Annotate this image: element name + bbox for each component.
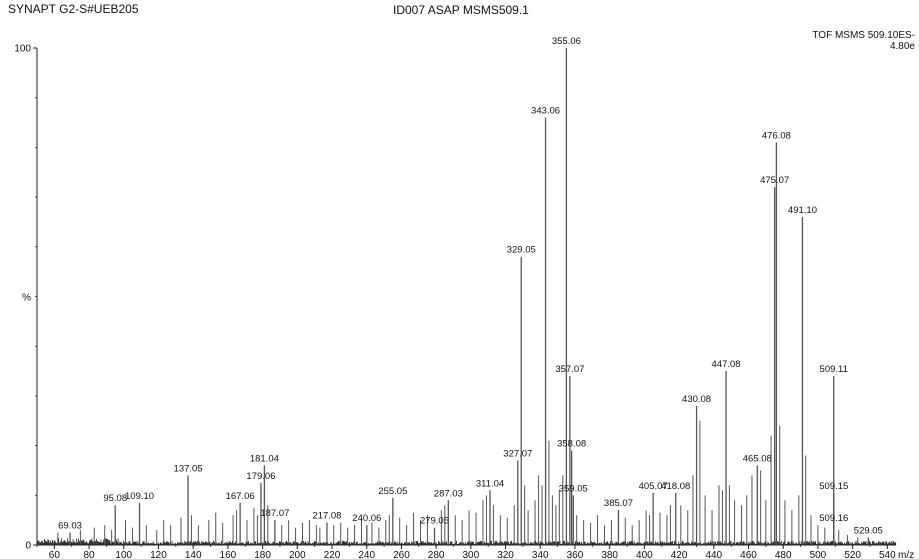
peak-label: 529.05 — [854, 526, 883, 537]
scan-info: TOF MSMS 509.10ES- 4.80e — [812, 30, 915, 52]
x-tick-label: 240 — [358, 550, 375, 559]
x-tick-label: 80 — [83, 550, 95, 559]
peak-label: 109.10 — [125, 491, 154, 502]
peak-label: 167.06 — [226, 491, 255, 502]
peak-label: 95.08 — [103, 493, 127, 504]
noise-trace — [37, 538, 897, 545]
peak-label: 355.06 — [552, 36, 581, 47]
x-tick-label: 220 — [324, 550, 341, 559]
peak-label: 509.11 — [820, 364, 848, 375]
peak-label: 181.04 — [250, 453, 279, 464]
peak-label: 327.07 — [503, 449, 532, 460]
peak-label: 385.07 — [604, 498, 633, 509]
peak-label: 491.10 — [788, 205, 817, 216]
y-tick-label: 100 — [14, 44, 31, 55]
scan-function: TOF MSMS 509.10ES- — [812, 30, 915, 41]
x-tick-label: 400 — [636, 550, 653, 559]
x-tick-label: 200 — [289, 550, 306, 559]
x-tick-label: 100 — [115, 550, 132, 559]
x-tick-label: 460 — [740, 550, 757, 559]
peak-label: 509.16 — [819, 513, 848, 524]
x-tick-label: 140 — [185, 550, 202, 559]
peak-label: 359.05 — [559, 483, 588, 494]
x-tick-label: 480 — [775, 550, 792, 559]
peak-label: 187.07 — [260, 508, 289, 519]
base-peak-intensity: 4.80e — [889, 41, 915, 52]
x-tick-label: 420 — [671, 550, 688, 559]
x-tick-label: 180 — [254, 550, 271, 559]
x-tick-label: 360 — [567, 550, 584, 559]
peak-label: 418.08 — [661, 481, 690, 492]
x-tick-label: 540 — [879, 550, 896, 559]
peak-label: 287.03 — [434, 488, 463, 499]
sample-title: ID007 ASAP MSMS509.1 — [393, 3, 529, 17]
peak-label: 447.08 — [712, 359, 741, 370]
peak-label: 509.15 — [819, 481, 848, 492]
x-tick-label: 520 — [844, 550, 861, 559]
x-tick-label: 260 — [393, 550, 410, 559]
baseline-noise — [37, 538, 897, 545]
peak-label: 255.05 — [378, 486, 407, 497]
x-tick-label: 500 — [810, 550, 827, 559]
x-tick-label: 120 — [150, 550, 167, 559]
y-axis-label: % — [22, 293, 31, 304]
x-tick-label: 440 — [705, 550, 722, 559]
x-tick-label: 160 — [220, 550, 237, 559]
x-tick-label: 320 — [497, 550, 514, 559]
peak-label: 405.07 — [639, 481, 668, 492]
peak-label: 217.08 — [312, 511, 341, 522]
peak-label: 357.07 — [555, 364, 584, 375]
peak-label: 279.05 — [420, 516, 449, 527]
peak-label: 240.06 — [352, 513, 381, 524]
peak-label: 329.05 — [507, 245, 536, 256]
y-tick-label: 0 — [25, 541, 31, 552]
peak-label: 430.08 — [682, 394, 711, 405]
x-tick-label: 60 — [49, 550, 61, 559]
peak-label: 343.06 — [531, 106, 560, 117]
x-tick-label: 300 — [462, 550, 479, 559]
peak-label: 179.06 — [246, 471, 275, 482]
x-tick-label: 380 — [601, 550, 618, 559]
instrument-label: SYNAPT G2-S#UEB205 — [8, 2, 139, 16]
peak-label: 358.08 — [557, 439, 586, 450]
minor-peaks — [57, 420, 859, 545]
peak-label: 475.07 — [760, 175, 789, 186]
x-tick-label: 280 — [428, 550, 445, 559]
peak-label: 137.05 — [174, 463, 203, 474]
x-axis-label: m/z — [898, 550, 914, 559]
axes: 60 80 100 120 140 160 180 200 220 240 260 280 300 320… — [14, 44, 914, 559]
peak-label: 69.03 — [58, 521, 82, 532]
peak-label: 476.08 — [762, 130, 791, 141]
peak-label: 465.08 — [743, 453, 772, 464]
x-tick-label: 340 — [532, 550, 549, 559]
peak-label: 311.04 — [476, 478, 504, 489]
